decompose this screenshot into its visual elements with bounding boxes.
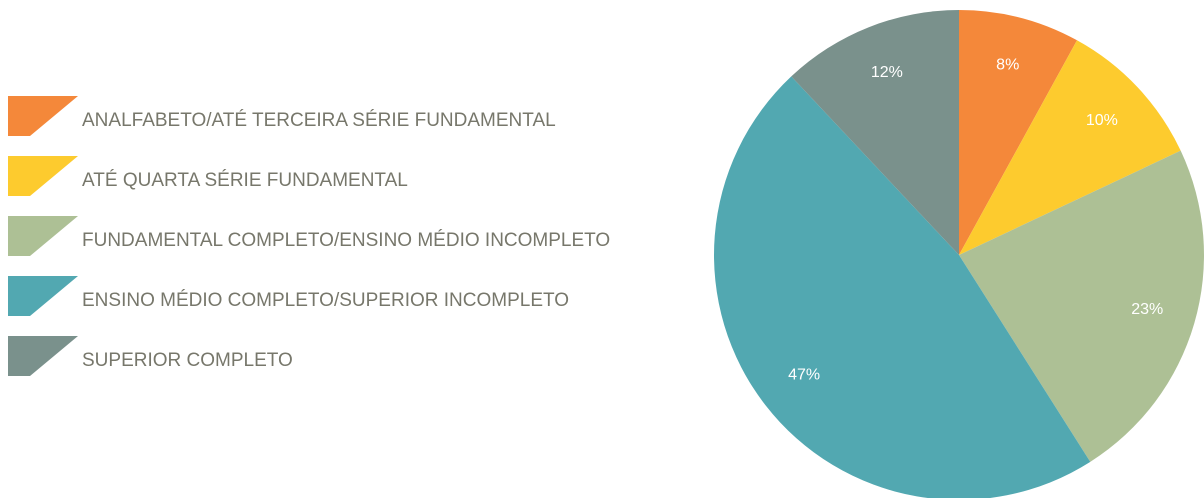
legend-item: ENSINO MÉDIO COMPLETO/SUPERIOR INCOMPLET… (8, 276, 688, 316)
legend-swatch (8, 276, 78, 316)
swatch-shape (8, 216, 78, 256)
pie-slice (791, 10, 959, 255)
swatch-shape (8, 96, 78, 136)
legend: ANALFABETO/ATÉ TERCEIRA SÉRIE FUNDAMENTA… (8, 96, 688, 396)
legend-swatch (8, 216, 78, 256)
pie-slice (714, 76, 1091, 498)
pie-slice (959, 40, 1181, 255)
legend-item: FUNDAMENTAL COMPLETO/ENSINO MÉDIO INCOMP… (8, 216, 688, 256)
legend-label: SUPERIOR COMPLETO (82, 350, 293, 371)
slice-label: 23% (1131, 301, 1163, 318)
legend-label: ANALFABETO/ATÉ TERCEIRA SÉRIE FUNDAMENTA… (82, 110, 556, 131)
legend-item: SUPERIOR COMPLETO (8, 336, 688, 376)
legend-label: FUNDAMENTAL COMPLETO/ENSINO MÉDIO INCOMP… (82, 230, 611, 251)
pie-slice (959, 150, 1204, 462)
slice-label: 12% (871, 64, 903, 81)
slice-label: 8% (996, 56, 1019, 73)
legend-item: ATÉ QUARTA SÉRIE FUNDAMENTAL (8, 156, 688, 196)
swatch-shape (8, 336, 78, 376)
swatch-shape (8, 276, 78, 316)
legend-swatch (8, 156, 78, 196)
swatch-shape (8, 156, 78, 196)
legend-swatch (8, 336, 78, 376)
legend-item: ANALFABETO/ATÉ TERCEIRA SÉRIE FUNDAMENTA… (8, 96, 688, 136)
legend-swatch (8, 96, 78, 136)
legend-label: ATÉ QUARTA SÉRIE FUNDAMENTAL (82, 170, 408, 191)
slice-label: 47% (788, 366, 820, 383)
pie-slice (959, 10, 1078, 255)
slice-label: 10% (1086, 112, 1118, 129)
legend-label: ENSINO MÉDIO COMPLETO/SUPERIOR INCOMPLET… (82, 290, 570, 311)
